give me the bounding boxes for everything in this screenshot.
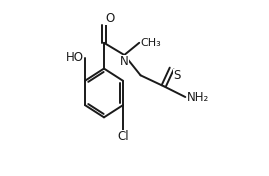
Text: Cl: Cl [117, 130, 129, 143]
Text: NH₂: NH₂ [187, 90, 209, 103]
Text: CH₃: CH₃ [141, 38, 161, 48]
Text: N: N [120, 55, 129, 68]
Text: S: S [173, 69, 180, 81]
Text: O: O [105, 12, 115, 25]
Text: HO: HO [66, 51, 84, 64]
